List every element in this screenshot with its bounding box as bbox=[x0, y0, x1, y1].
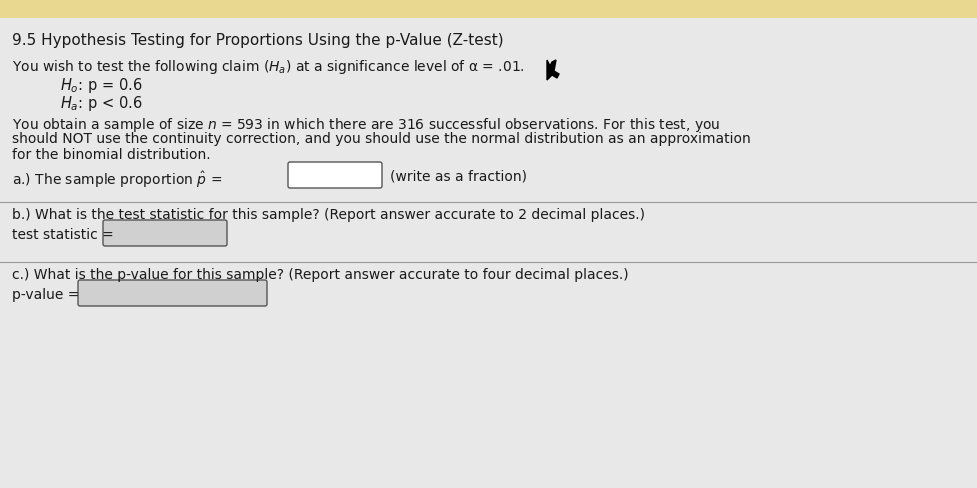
Text: should NOT use the continuity correction, and you should use the normal distribu: should NOT use the continuity correction… bbox=[12, 132, 750, 146]
Text: You obtain a sample of size $n$ = 593 in which there are 316 successful observat: You obtain a sample of size $n$ = 593 in… bbox=[12, 116, 720, 134]
Text: (write as a fraction): (write as a fraction) bbox=[390, 170, 527, 184]
Text: $H_o$: p = 0.6: $H_o$: p = 0.6 bbox=[60, 76, 143, 95]
Polygon shape bbox=[547, 60, 559, 80]
Bar bbox=[0, 0, 977, 18]
Text: 9.5 Hypothesis Testing for Proportions Using the p-Value (Z-test): 9.5 Hypothesis Testing for Proportions U… bbox=[12, 33, 503, 48]
Text: c.) What is the p-value for this sample? (Report answer accurate to four decimal: c.) What is the p-value for this sample?… bbox=[12, 268, 628, 282]
Text: a.) The sample proportion $\hat{p}$ =: a.) The sample proportion $\hat{p}$ = bbox=[12, 170, 222, 190]
Text: You wish to test the following claim ($H_a$) at a significance level of α = .01.: You wish to test the following claim ($H… bbox=[12, 58, 525, 76]
Text: for the binomial distribution.: for the binomial distribution. bbox=[12, 148, 211, 162]
Text: p-value =: p-value = bbox=[12, 288, 79, 302]
Text: $H_a$: p < 0.6: $H_a$: p < 0.6 bbox=[60, 94, 143, 113]
FancyBboxPatch shape bbox=[78, 280, 267, 306]
Text: b.) What is the test statistic for this sample? (Report answer accurate to 2 dec: b.) What is the test statistic for this … bbox=[12, 208, 645, 222]
FancyBboxPatch shape bbox=[288, 162, 382, 188]
FancyBboxPatch shape bbox=[103, 220, 227, 246]
Text: test statistic =: test statistic = bbox=[12, 228, 113, 242]
